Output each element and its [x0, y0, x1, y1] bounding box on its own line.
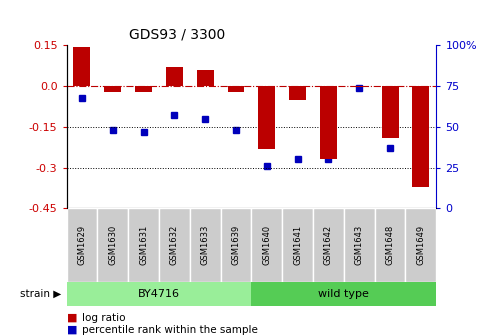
Bar: [251, 208, 282, 282]
Text: GSM1641: GSM1641: [293, 225, 302, 265]
Text: strain ▶: strain ▶: [20, 289, 62, 299]
Text: GSM1639: GSM1639: [232, 225, 241, 265]
Bar: [344, 208, 375, 282]
Bar: [73, 47, 90, 86]
Bar: [382, 86, 398, 138]
Text: GSM1642: GSM1642: [324, 225, 333, 265]
Bar: [289, 86, 306, 100]
Text: percentile rank within the sample: percentile rank within the sample: [82, 325, 258, 335]
Text: GSM1633: GSM1633: [201, 225, 210, 265]
Text: ■: ■: [67, 325, 77, 335]
Bar: [105, 86, 121, 91]
Text: GDS93 / 3300: GDS93 / 3300: [129, 28, 226, 42]
Text: wild type: wild type: [318, 289, 369, 299]
Bar: [159, 208, 190, 282]
Bar: [258, 86, 275, 149]
Text: GSM1630: GSM1630: [108, 225, 117, 265]
Bar: [190, 208, 221, 282]
Bar: [375, 208, 405, 282]
Text: GSM1649: GSM1649: [417, 225, 425, 265]
Bar: [67, 282, 251, 306]
Bar: [282, 208, 313, 282]
Bar: [320, 86, 337, 160]
Bar: [197, 70, 213, 86]
Text: ■: ■: [67, 312, 77, 323]
Bar: [221, 208, 251, 282]
Bar: [405, 208, 436, 282]
Bar: [351, 86, 368, 87]
Bar: [413, 86, 429, 186]
Bar: [67, 208, 98, 282]
Text: GSM1643: GSM1643: [355, 225, 364, 265]
Bar: [128, 208, 159, 282]
Bar: [98, 208, 128, 282]
Text: GSM1632: GSM1632: [170, 225, 179, 265]
Bar: [313, 208, 344, 282]
Text: BY4716: BY4716: [138, 289, 180, 299]
Text: GSM1631: GSM1631: [139, 225, 148, 265]
Bar: [228, 86, 245, 91]
Text: GSM1648: GSM1648: [386, 225, 394, 265]
Bar: [166, 67, 183, 86]
Text: log ratio: log ratio: [82, 312, 126, 323]
Text: GSM1640: GSM1640: [262, 225, 271, 265]
Bar: [135, 86, 152, 91]
Text: GSM1629: GSM1629: [77, 225, 86, 265]
Bar: [251, 282, 436, 306]
